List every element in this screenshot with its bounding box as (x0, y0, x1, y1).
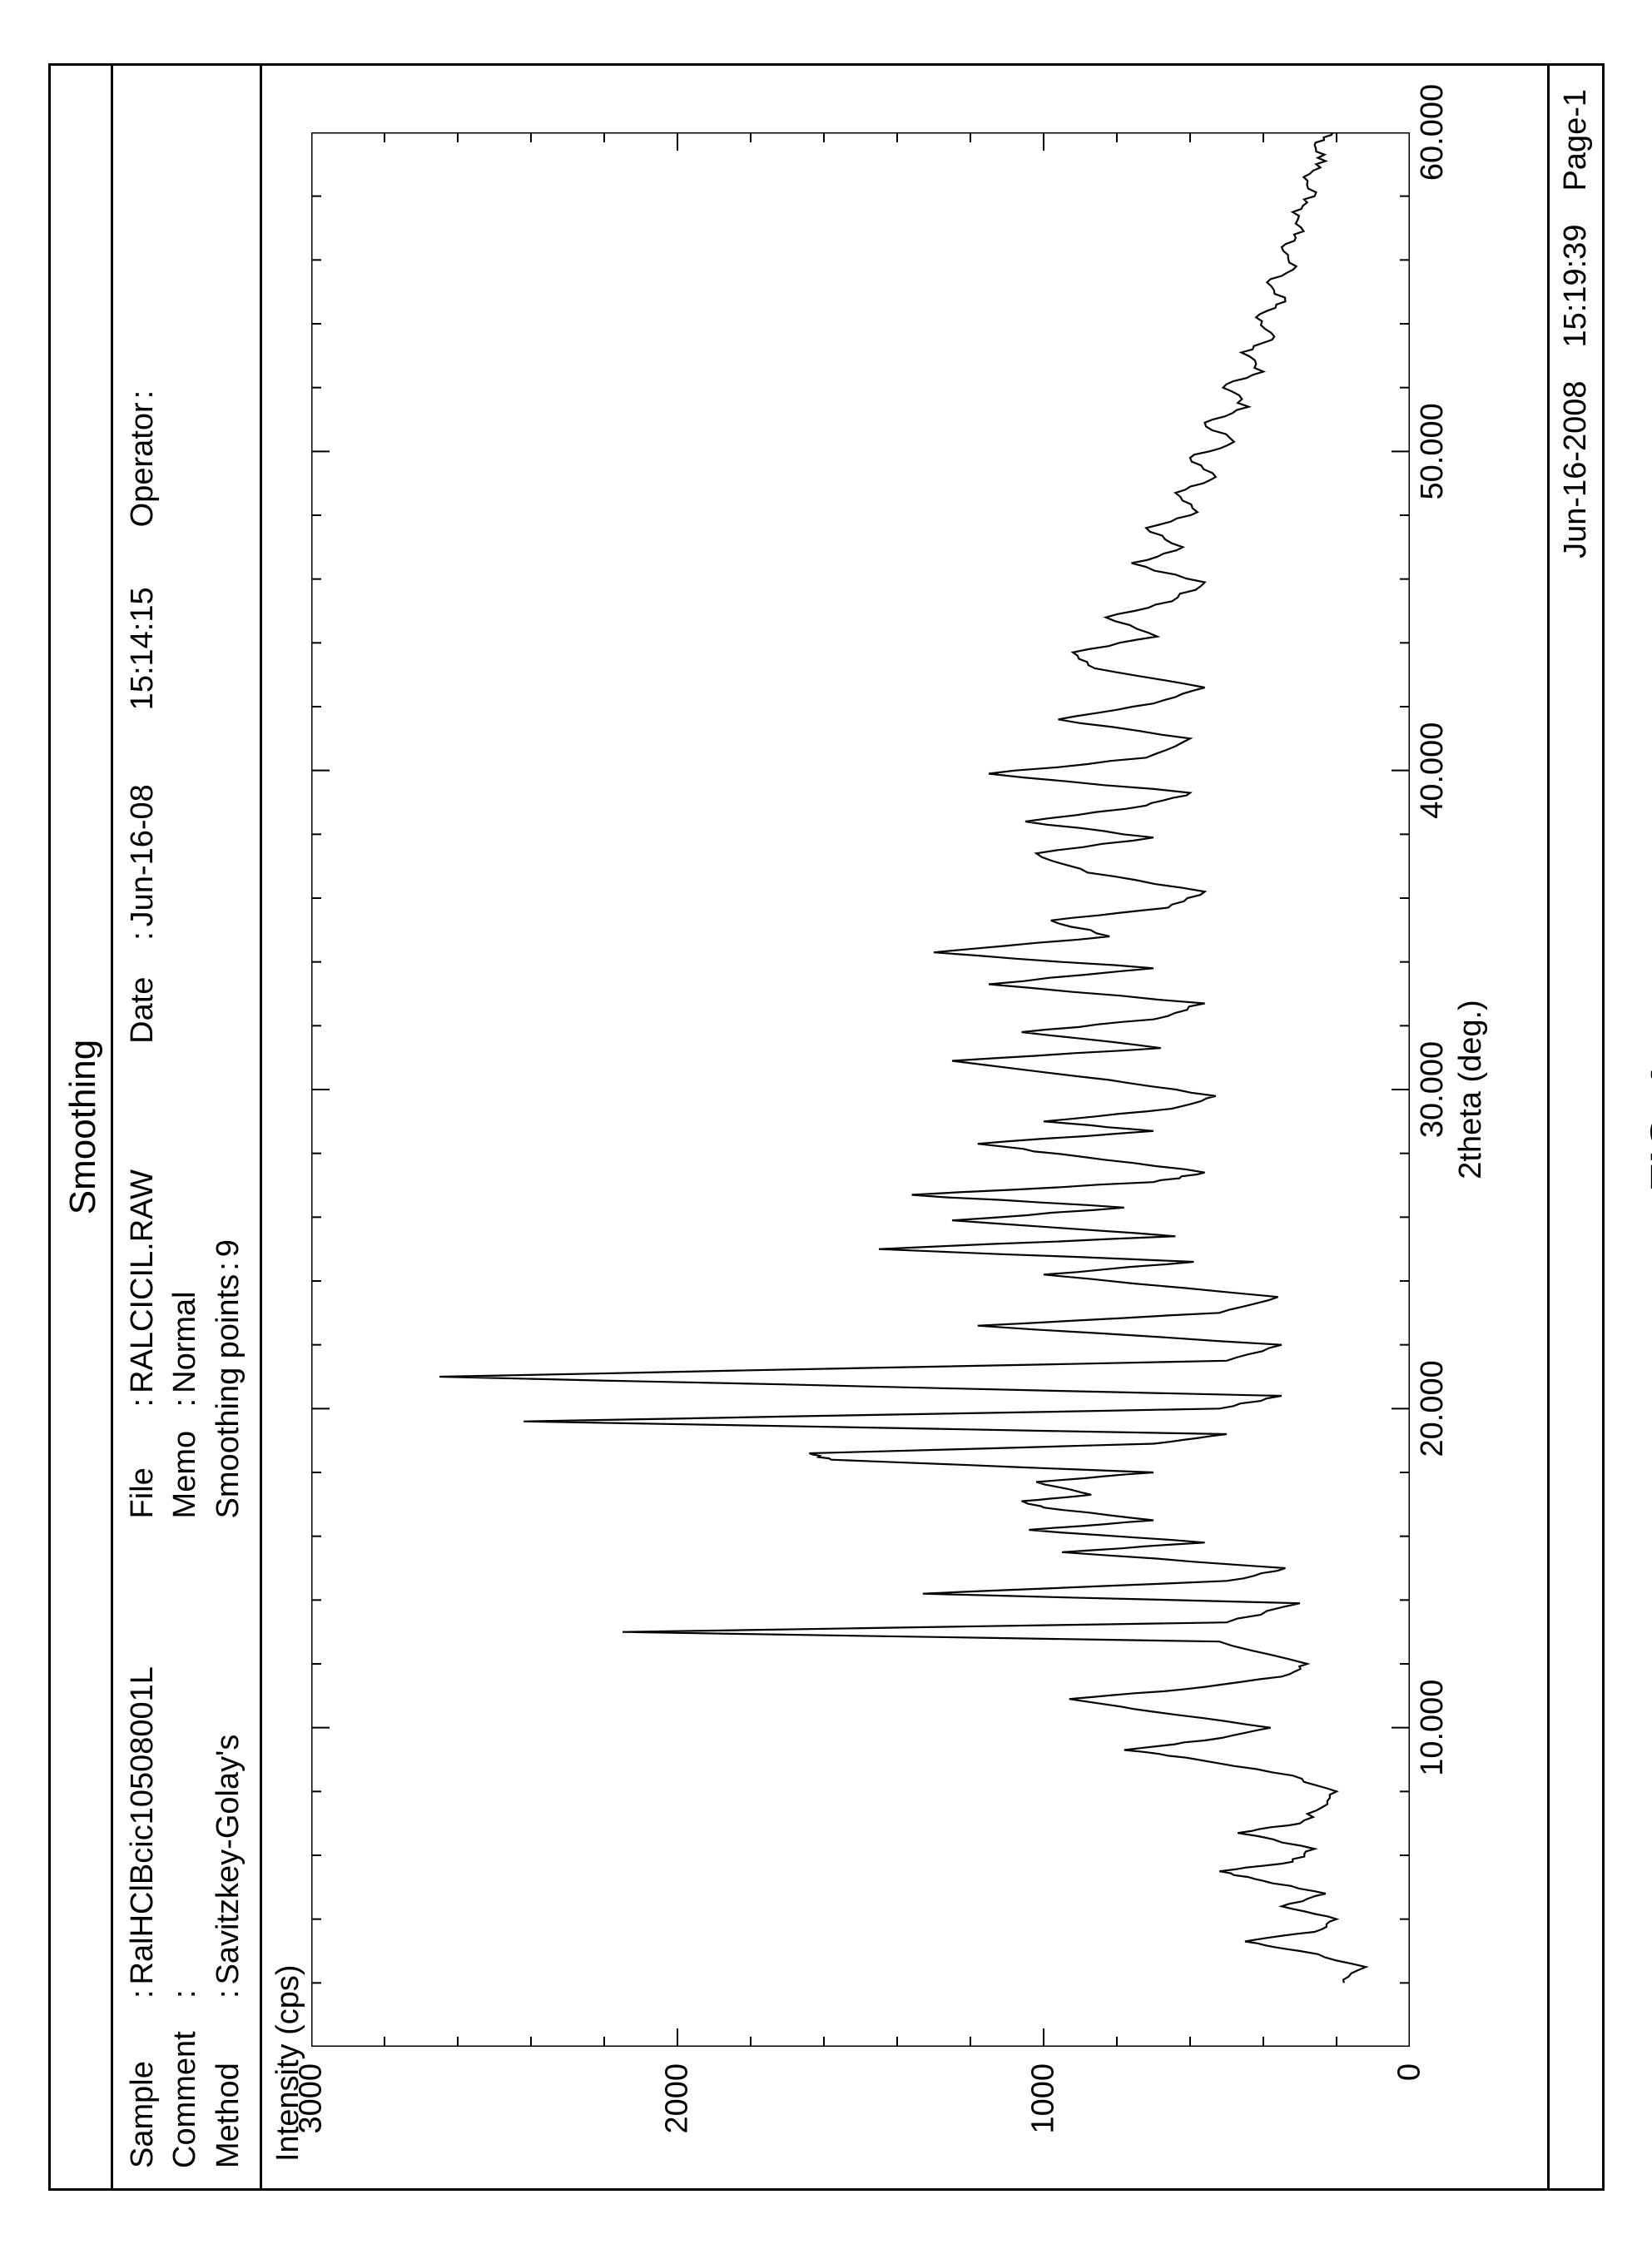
y-axis-ticks: 0100020003000 (310, 2055, 1409, 2172)
y-tick-label: 0 (1392, 2063, 1427, 2172)
sample-value: RalHClBcic10508001L (122, 1518, 164, 1984)
chart-area: Intensity (cps) 0 1000 2000 3000 10.000 20.0… (261, 66, 1546, 2188)
x-tick-label: 20.000 (1414, 1360, 1450, 1457)
footer-date: Jun-16-2008 (1558, 380, 1594, 558)
x-tick-label: 60.000 (1414, 84, 1450, 181)
file-label: File (122, 1467, 164, 1518)
operator-label: Operator (122, 402, 164, 527)
file-value: RALCICIL.RAW (122, 1044, 164, 1393)
x-axis-title: 2theta (deg.) (1452, 1000, 1488, 1179)
method-value: Savitzkey-Golay's (206, 1518, 249, 1984)
memo-value: Normal (164, 1291, 206, 1393)
figure-caption: FIG. 1 (1640, 1062, 1652, 1192)
time-value: 15:14:15 (122, 527, 164, 710)
x-tick-label: 40.000 (1414, 722, 1450, 819)
y-tick-label: 2000 (659, 2063, 695, 2172)
date-value: Jun-16-08 (122, 710, 164, 926)
y-tick-label: 3000 (293, 2063, 329, 2172)
smoothing-points-value: 9 (206, 1239, 249, 1257)
report-title: Smoothing (51, 66, 111, 2188)
sample-label: Sample (122, 2061, 164, 2168)
comment-value (164, 1518, 206, 1984)
smoothing-points-label: Smoothing points (206, 1274, 249, 1519)
metadata-block: Sample : RalHClBcic10508001L File : RALC… (111, 66, 262, 2188)
y-axis-title: Intensity (cps) (266, 82, 307, 2172)
date-label: Date (122, 977, 164, 1044)
y-tick-label: 1000 (1025, 2063, 1061, 2172)
x-tick-label: 30.000 (1414, 1041, 1450, 1138)
comment-label: Comment (164, 2031, 206, 2168)
footer-time: 15:19:39 (1558, 225, 1594, 348)
xrd-line-chart (310, 132, 1409, 2047)
report-panel: Smoothing Sample : RalHClBcic10508001L F… (48, 63, 1605, 2191)
x-tick-label: 10.000 (1414, 1680, 1450, 1776)
method-label: Method (206, 2063, 249, 2168)
x-tick-label: 50.000 (1414, 403, 1450, 499)
report-footer: Jun-16-2008 15:19:39 Page-1 (1547, 66, 1602, 2188)
memo-label: Memo (164, 1431, 206, 1519)
footer-page: Page-1 (1558, 89, 1594, 191)
